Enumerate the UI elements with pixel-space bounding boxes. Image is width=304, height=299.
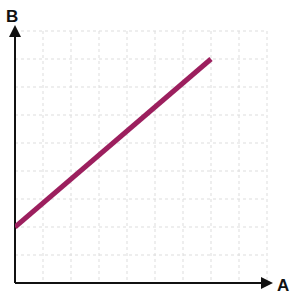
line bbox=[15, 59, 211, 227]
axis-line bbox=[14, 31, 16, 283]
x-axis-title: A bbox=[277, 276, 289, 295]
grid-line-y bbox=[15, 255, 267, 256]
grid-line-x bbox=[43, 31, 44, 283]
grid-line-x bbox=[15, 31, 16, 283]
grid-line-x bbox=[239, 31, 240, 283]
grid-line-y bbox=[15, 115, 267, 116]
chart: BA bbox=[0, 0, 304, 299]
grid bbox=[15, 31, 267, 283]
grid-line-x bbox=[71, 31, 72, 283]
grid-line-y bbox=[15, 59, 267, 60]
grid-line-y bbox=[15, 227, 267, 228]
grid-line-y bbox=[15, 143, 267, 144]
grid-line-x bbox=[267, 31, 268, 283]
grid-line-y bbox=[15, 283, 267, 284]
grid-line-y bbox=[15, 31, 267, 32]
grid-line-x bbox=[211, 31, 212, 283]
grid-line-x bbox=[127, 31, 128, 283]
y-axis-title: B bbox=[6, 7, 18, 26]
grid-line-y bbox=[15, 87, 267, 88]
series bbox=[15, 59, 211, 227]
y-axis bbox=[15, 31, 16, 284]
grid-line-x bbox=[155, 31, 156, 283]
grid-line-y bbox=[15, 199, 267, 200]
axis-line bbox=[15, 282, 267, 284]
grid-line-x bbox=[183, 31, 184, 283]
grid-line-y bbox=[15, 171, 267, 172]
plot bbox=[15, 31, 268, 284]
x-axis bbox=[15, 283, 268, 284]
